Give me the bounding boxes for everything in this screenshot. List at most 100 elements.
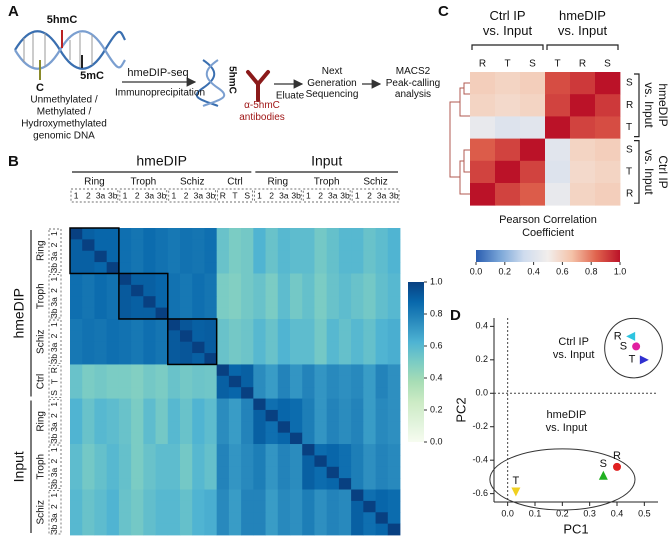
heatmap-cell [143,432,156,445]
heatmap-cell [106,375,120,388]
heatmap-cell [143,364,156,377]
column-label: R [479,59,486,70]
heatmap-cell [265,250,279,263]
highlight-box [118,272,169,320]
heatmap-cell [118,330,132,343]
group-box [48,274,62,319]
heatmap-cell [326,398,340,411]
heatmap-cell [302,307,315,320]
heatmap-cell [192,409,205,422]
heatmap-cell [253,523,266,536]
heatmap-cell [253,273,266,286]
heatmap-cell [277,466,291,479]
heatmap-cell [204,330,218,343]
group-ellipse [604,317,663,379]
heatmap-cell [155,523,169,536]
heatmap-cell [118,364,132,377]
heatmap-cell [180,455,193,468]
heatmap-cell [118,421,132,434]
heatmap-cell [470,160,496,184]
heatmap-cell [363,523,376,536]
heatmap-cell [118,228,132,240]
heatmap-cell [192,421,205,434]
heatmap-cell [338,250,352,263]
heatmap-cell [265,228,279,240]
heatmap-cell [143,455,156,468]
heatmap-cell [204,228,218,240]
heatmap-cell [155,409,169,422]
heatmap-cell [302,341,315,354]
row-label: S [49,390,59,396]
heatmap-cell [387,466,401,479]
heatmap-cell [228,478,242,490]
heatmap-cell [351,523,364,536]
heatmap-cell [363,262,376,274]
x-axis-label: PC1 [563,521,588,536]
heatmap-cell [387,296,401,308]
heatmap-cell [143,284,156,297]
row-label: 2 [49,242,59,247]
heatmap-cell [192,523,205,536]
column-label: 3a [145,190,155,200]
group-label: Schiz [180,177,204,188]
heatmap-cell [216,262,230,274]
heatmap-cell [216,239,230,252]
heatmap-cell [155,455,169,468]
heatmap-cell [387,512,401,525]
heatmap-cell [326,444,340,456]
heatmap-cell [290,250,303,263]
heatmap-cell [265,409,279,422]
heatmap-cell [94,262,108,274]
heatmap-cell [363,330,376,343]
heatmap-cell [131,341,144,354]
heatmap-cell [375,455,389,468]
heatmap-cell [204,307,218,320]
row-label: 3a [49,467,59,477]
heatmap-cell [118,500,132,513]
heatmap-cell [595,138,621,162]
heatmap-cell [314,375,328,388]
heatmap-cell [470,183,496,206]
row-label: 1 [49,322,59,327]
heatmap-cell [106,239,120,252]
heatmap-cell [228,284,242,297]
group-label: Ctrl [227,177,243,188]
heatmap-cell [595,94,621,117]
column-label: 2 [367,190,372,200]
heatmap-cell [216,455,230,468]
row-label: S [626,78,633,89]
heatmap-cell [155,512,169,525]
heatmap-cell [131,432,144,445]
heatmap-cell [167,307,181,320]
dna-helix [14,30,126,80]
column-label: 1 [172,190,177,200]
heatmap-cell [241,398,254,411]
heatmap-cell [545,72,571,95]
heatmap-cell [131,239,144,252]
heatmap-cell [363,455,376,468]
group-box [48,228,62,273]
heatmap-cell [118,262,132,274]
colorbar [408,282,424,442]
heatmap-cell [338,262,352,274]
heatmap-cell [338,273,352,286]
row-label: T [626,167,632,178]
heatmap-cell [155,478,169,490]
heatmap-cell [70,296,83,308]
heatmap-cell [192,250,205,263]
heatmap-cell [277,250,291,263]
heatmap-cell [143,512,156,525]
heatmap-cell [94,421,108,434]
heatmap-cell [265,500,279,513]
heatmap-cell [192,432,205,445]
heatmap-cell [375,398,389,411]
heatmap-cell [131,353,144,365]
group-label: Schiz [36,329,47,353]
heatmap-cell [94,228,108,240]
heatmap-cell [155,466,169,479]
heatmap-cell [155,250,169,263]
heatmap-cell [387,341,401,354]
row-label: 1 [49,402,59,407]
heatmap-cell [314,228,328,240]
heatmap-cell [70,523,83,536]
